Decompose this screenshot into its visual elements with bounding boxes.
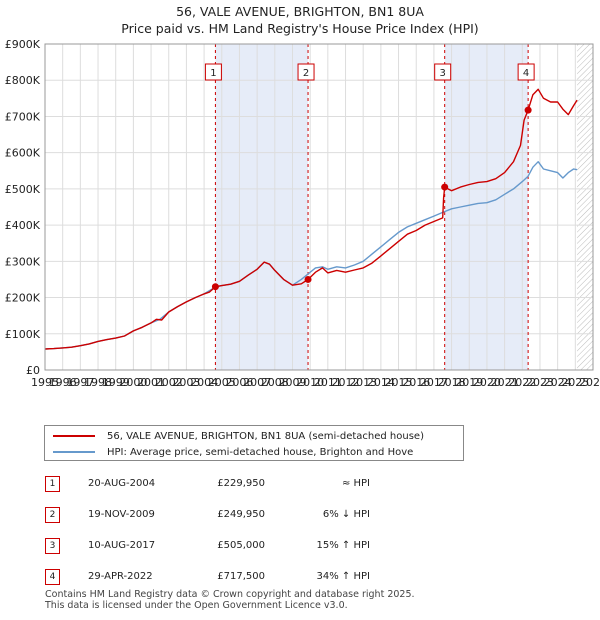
sale-marker-box-4 xyxy=(517,63,535,81)
legend-swatch-property xyxy=(53,435,95,437)
x-tick-label: 2004 xyxy=(190,376,218,389)
x-tick-label: 2025 xyxy=(561,376,589,389)
x-tick-label: 2017 xyxy=(420,376,448,389)
sale-number-badge: 4 xyxy=(45,569,60,585)
footer-line-1: Contains HM Land Registry data © Crown c… xyxy=(45,589,415,600)
sale-hpi-comparison: ≈ HPI xyxy=(341,478,370,489)
sale-number-badge: 2 xyxy=(45,507,60,523)
sale-price: £229,950 xyxy=(217,478,265,489)
legend-entry-hpi: HPI: Average price, semi-detached house,… xyxy=(53,444,413,460)
sale-price: £717,500 xyxy=(217,571,265,582)
x-tick-label: 2000 xyxy=(119,376,147,389)
x-tick-label: 2013 xyxy=(349,376,377,389)
y-tick-label: £300K xyxy=(5,255,41,268)
sale-number-badge: 1 xyxy=(45,476,60,492)
property-price-line xyxy=(44,88,578,350)
table-row: 1 20-AUG-2004 £229,950 ≈ HPI xyxy=(0,474,600,494)
title-line-1: 56, VALE AVENUE, BRIGHTON, BN1 8UA xyxy=(176,4,424,19)
sale-point-1 xyxy=(211,283,219,291)
x-tick-label: 1996 xyxy=(49,376,77,389)
legend-swatch-hpi xyxy=(53,451,95,453)
sale-marker-label-1: 1 xyxy=(210,68,216,79)
sale-marker-label-4: 4 xyxy=(523,68,529,79)
legend-label-hpi: HPI: Average price, semi-detached house,… xyxy=(107,446,414,458)
legend-entry-property: 56, VALE AVENUE, BRIGHTON, BN1 8UA (semi… xyxy=(53,428,424,444)
x-tick-label: 2020 xyxy=(473,376,501,389)
table-row: 4 29-APR-2022 £717,500 34% ↑ HPI xyxy=(0,567,600,587)
y-tick-label: £800K xyxy=(5,74,41,87)
plot-frame xyxy=(44,43,594,371)
sale-marker-label-2: 2 xyxy=(303,68,309,79)
x-tick-label: 2001 xyxy=(137,376,165,389)
x-tick-label: 2023 xyxy=(526,376,554,389)
x-tick-label: 2012 xyxy=(332,376,360,389)
price-chart: 1 2 3 4 £0 £100K £200K £300K £400K £500K £600K £700… xyxy=(5,38,600,389)
sale-point-4 xyxy=(524,106,532,114)
legend-label-property: 56, VALE AVENUE, BRIGHTON, BN1 8UA (semi… xyxy=(107,430,424,442)
sale-hpi-comparison: 6% ↓ HPI xyxy=(322,509,370,520)
y-tick-label: £600K xyxy=(5,147,41,160)
x-tick-label: 2018 xyxy=(438,376,466,389)
x-tick-label: 2016 xyxy=(402,376,430,389)
x-tick-label: 2003 xyxy=(172,376,200,389)
y-tick-label: £0 xyxy=(26,364,40,377)
x-tick-label: 1998 xyxy=(84,376,112,389)
sale-marker-box-2 xyxy=(297,63,315,81)
sale-number-badge: 3 xyxy=(45,538,60,554)
x-tick-label: 2026 xyxy=(579,376,600,389)
y-tick-label: £400K xyxy=(5,219,41,232)
y-tick-label: £900K xyxy=(5,38,41,51)
shaded-period-1 xyxy=(215,44,309,370)
x-tick-label: 2015 xyxy=(385,376,413,389)
sale-hpi-comparison: 15% ↑ HPI xyxy=(316,540,370,551)
x-tick-label: 2022 xyxy=(508,376,536,389)
sale-date: 20-AUG-2004 xyxy=(88,478,156,489)
x-tick-label: 2008 xyxy=(261,376,289,389)
sale-price: £505,000 xyxy=(217,540,265,551)
sale-point-3 xyxy=(441,183,449,191)
y-tick-label: £700K xyxy=(5,110,41,123)
x-tick-label: 2011 xyxy=(314,376,342,389)
copyright-footer: Contains HM Land Registry data © Crown c… xyxy=(45,589,415,611)
sale-date: 10-AUG-2017 xyxy=(88,540,156,551)
x-tick-label: 1997 xyxy=(66,376,94,389)
y-tick-label: £200K xyxy=(5,292,41,305)
chart-title: 56, VALE AVENUE, BRIGHTON, BN1 8UA Price… xyxy=(0,3,600,37)
x-tick-label: 2021 xyxy=(491,376,519,389)
title-line-2: Price paid vs. HM Land Registry's House … xyxy=(121,21,479,36)
sale-hpi-comparison: 34% ↑ HPI xyxy=(316,571,370,582)
x-tick-label: 1995 xyxy=(31,376,59,389)
x-tick-label: 2010 xyxy=(296,376,324,389)
table-row: 2 19-NOV-2009 £249,950 6% ↓ HPI xyxy=(0,505,600,525)
x-tick-label: 2006 xyxy=(225,376,253,389)
x-tick-label: 2019 xyxy=(455,376,483,389)
chart-legend: 56, VALE AVENUE, BRIGHTON, BN1 8UA (semi… xyxy=(44,425,464,461)
x-tick-label: 1999 xyxy=(102,376,130,389)
x-tick-label: 2009 xyxy=(278,376,306,389)
sale-marker-box-1 xyxy=(204,63,222,81)
future-hatch xyxy=(577,44,593,370)
y-tick-label: £500K xyxy=(5,183,41,196)
table-row: 3 10-AUG-2017 £505,000 15% ↑ HPI xyxy=(0,536,600,556)
sale-date: 29-APR-2022 xyxy=(88,571,153,582)
sale-date: 19-NOV-2009 xyxy=(88,509,155,520)
sale-price: £249,950 xyxy=(217,509,265,520)
x-tick-label: 2024 xyxy=(544,376,572,389)
sale-point-2 xyxy=(304,275,312,283)
sale-marker-box-3 xyxy=(434,63,452,81)
footer-line-2: This data is licensed under the Open Gov… xyxy=(45,600,348,611)
x-tick-label: 2005 xyxy=(208,376,236,389)
x-tick-label: 2002 xyxy=(155,376,183,389)
y-tick-label: £100K xyxy=(5,328,41,341)
x-tick-label: 2007 xyxy=(243,376,271,389)
sale-marker-label-3: 3 xyxy=(439,68,445,79)
x-tick-label: 2014 xyxy=(367,376,395,389)
